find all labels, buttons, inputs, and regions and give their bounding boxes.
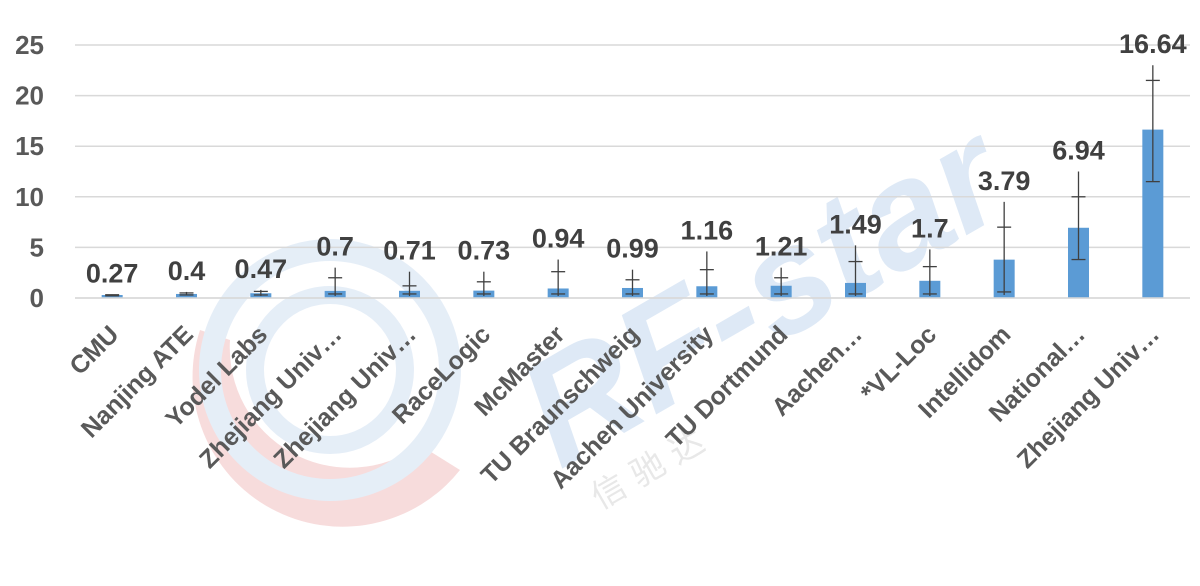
error-bar-0 — [105, 294, 120, 297]
data-label-12: 3.79 — [978, 166, 1031, 196]
data-label-1: 0.4 — [168, 256, 206, 286]
error-bar-2 — [253, 289, 268, 296]
error-bar-4 — [402, 271, 417, 296]
y-tick-label-25: 25 — [15, 30, 44, 60]
data-label-7: 0.99 — [606, 234, 659, 264]
x-category-label-0: CMU — [64, 320, 124, 380]
y-tick-label-5: 5 — [30, 232, 44, 262]
y-tick-label-15: 15 — [15, 131, 44, 161]
error-bar-6 — [551, 259, 566, 296]
data-label-14: 16.64 — [1119, 29, 1187, 59]
error-bar-3 — [328, 267, 343, 296]
error-bar-8 — [699, 251, 714, 296]
watermark-logo: RF-star 信 驰 达 — [192, 86, 1037, 527]
y-tick-label-10: 10 — [15, 182, 44, 212]
x-category-label-14: Zhejiang Univ… — [1012, 320, 1165, 473]
y-tick-label-20: 20 — [15, 81, 44, 111]
watermark-ring-outer — [199, 239, 461, 501]
bar-13 — [1068, 227, 1089, 298]
bar-14 — [1142, 129, 1164, 298]
error-bar-12 — [997, 201, 1012, 295]
data-label-13: 6.94 — [1052, 136, 1105, 166]
data-label-2: 0.47 — [235, 254, 288, 284]
data-label-3: 0.7 — [316, 232, 354, 262]
error-bar-7 — [625, 269, 640, 296]
data-label-0: 0.27 — [86, 258, 139, 288]
error-bar-5 — [476, 271, 491, 296]
error-bar-13 — [1071, 171, 1086, 261]
error-bar-9 — [774, 267, 789, 296]
bar-1 — [176, 293, 197, 298]
data-label-9: 1.21 — [755, 232, 808, 262]
error-bar-11 — [922, 249, 937, 296]
data-labels: 0.27 0.4 0.47 0.7 0.71 0.73 0.94 0.99 1.16 1.21 1.… — [86, 29, 1187, 288]
error-bar-1 — [179, 291, 194, 296]
data-label-10: 1.49 — [829, 209, 882, 239]
data-label-8: 1.16 — [681, 215, 734, 245]
y-tick-label-0: 0 — [30, 283, 44, 313]
error-bars — [105, 65, 1160, 297]
error-bar-14 — [1145, 65, 1160, 183]
data-label-6: 0.94 — [532, 224, 585, 254]
watermark-brand-text: RF-star — [492, 86, 1037, 498]
data-label-5: 0.73 — [458, 236, 511, 266]
error-bar-10 — [848, 245, 863, 296]
bar-0 — [101, 295, 123, 298]
data-label-4: 0.71 — [383, 236, 436, 266]
data-label-11: 1.7 — [911, 213, 949, 243]
y-axis: 0 5 10 15 20 25 — [15, 30, 44, 313]
